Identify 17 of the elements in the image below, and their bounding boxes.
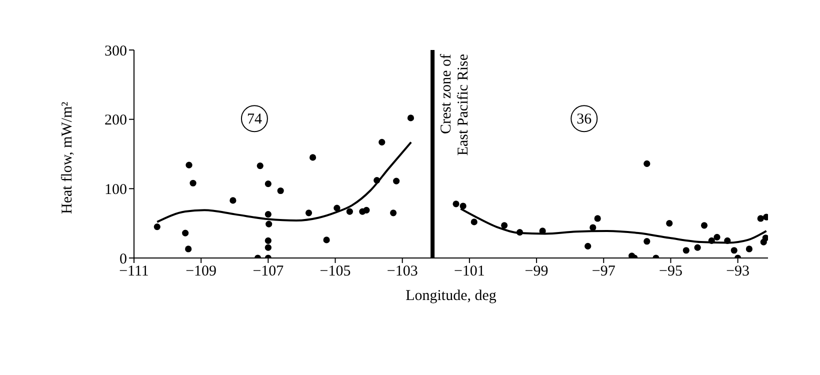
annotation: 74 (246, 112, 262, 128)
y-tick-label: 300 (104, 43, 127, 60)
x-axis-title: Longitude, deg (406, 288, 497, 304)
y-tick-label: 100 (104, 182, 127, 198)
x-tick-label: −105 (320, 264, 351, 280)
x-tick-label: −99 (524, 264, 548, 280)
x-tick-label: −97 (592, 264, 616, 280)
x-tick-label: −109 (186, 264, 217, 280)
y-tick-label: 200 (104, 112, 127, 129)
x-tick-label: −93 (726, 264, 750, 280)
y-axis-title: Heat flow, mW/m² (59, 101, 76, 214)
annotation: 36 (576, 112, 592, 128)
ref-line-label: Crest zone of East Pacific Rise (438, 54, 472, 156)
x-tick-label: −103 (386, 264, 418, 280)
x-tick-label: −101 (454, 264, 485, 280)
x-tick-label: −107 (252, 264, 284, 280)
x-tick-label: −95 (658, 264, 682, 280)
